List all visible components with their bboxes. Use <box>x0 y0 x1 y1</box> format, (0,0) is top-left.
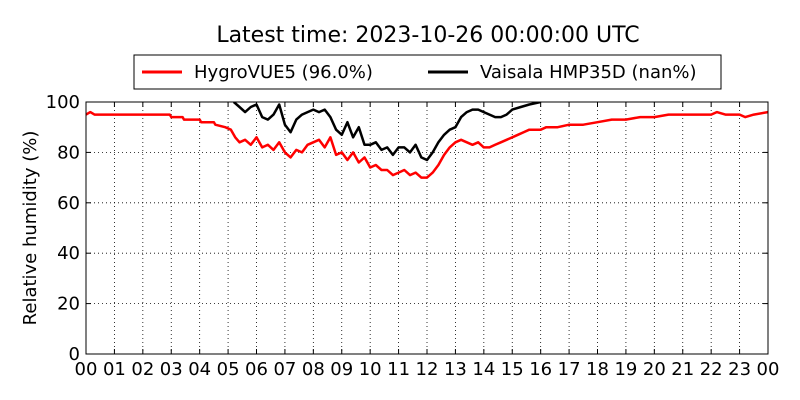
x-tick-label: 00 <box>757 359 780 380</box>
chart-title: Latest time: 2023-10-26 00:00:00 UTC <box>216 23 639 48</box>
x-tick-label: 04 <box>188 359 211 380</box>
x-tick-label: 17 <box>558 359 581 380</box>
legend: HygroVUE5 (96.0%) Vaisala HMP35D (nan%) <box>133 54 722 90</box>
x-tick-label: 13 <box>444 359 467 380</box>
y-tick-label: 100 <box>46 92 80 113</box>
x-tick-label: 07 <box>273 359 296 380</box>
x-tick-label: 14 <box>472 359 495 380</box>
legend-box <box>133 54 722 90</box>
x-tick-label: 16 <box>529 359 552 380</box>
x-tick-label: 18 <box>586 359 609 380</box>
y-tick-label: 0 <box>69 344 80 365</box>
series-line-vaisala <box>232 102 541 162</box>
x-tick-label: 22 <box>700 359 723 380</box>
x-tick-label: 08 <box>302 359 325 380</box>
plot-frame <box>85 101 769 355</box>
ticks: 00 01 02 03 04 05 06 07 08 09 10 11 12 13 14 15 16 17 18 19… <box>46 92 780 380</box>
series-layer <box>86 102 768 179</box>
x-tick-label: 21 <box>671 359 694 380</box>
x-tick-label: 02 <box>131 359 154 380</box>
x-tick-label: 03 <box>160 359 183 380</box>
x-tick-label: 23 <box>728 359 751 380</box>
x-tick-label: 06 <box>245 359 268 380</box>
y-tick-label: 40 <box>57 243 80 264</box>
y-tick-label: 80 <box>57 142 80 163</box>
x-tick-label: 12 <box>416 359 439 380</box>
y-tick-label: 60 <box>57 193 80 214</box>
series-line-hygrovue5 <box>86 110 768 179</box>
x-tick-label: 05 <box>217 359 240 380</box>
x-tick-label: 20 <box>643 359 666 380</box>
x-tick-label: 15 <box>501 359 524 380</box>
y-tick-label: 20 <box>57 294 80 315</box>
legend-label-vaisala: Vaisala HMP35D (nan%) <box>480 62 697 83</box>
x-tick-label: 10 <box>359 359 382 380</box>
grid <box>86 102 768 354</box>
x-tick-label: 19 <box>614 359 637 380</box>
y-axis-label: Relative humidity (%) <box>20 131 41 326</box>
x-tick-label: 01 <box>103 359 126 380</box>
legend-label-hygrovue5: HygroVUE5 (96.0%) <box>194 62 373 83</box>
x-tick-label: 09 <box>330 359 353 380</box>
x-tick-label: 00 <box>75 359 98 380</box>
x-tick-label: 11 <box>387 359 410 380</box>
